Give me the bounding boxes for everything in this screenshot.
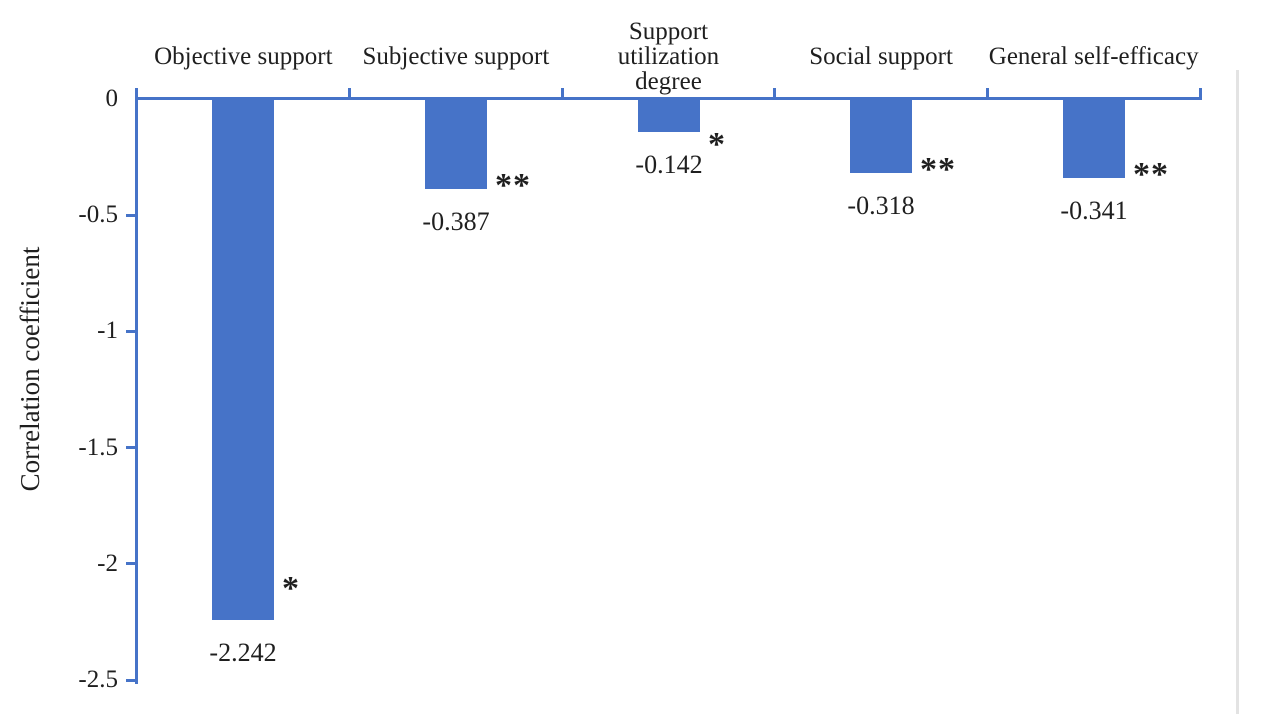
x-axis-tick [561, 88, 564, 100]
bar [1063, 99, 1125, 178]
y-axis-tick [126, 330, 137, 333]
category-label-line: Support [628, 17, 709, 45]
y-axis-tick-label: -1 [97, 317, 118, 344]
x-axis-zero-line [135, 97, 1202, 100]
category-label-line: Objective support [154, 42, 333, 70]
category-label-line: degree [635, 67, 702, 95]
x-axis-tick [773, 88, 776, 100]
category-label: General self-efficacy [987, 16, 1200, 96]
category-label-line: General self-efficacy [988, 42, 1199, 70]
y-axis-tick [126, 446, 137, 449]
x-axis-tick [986, 88, 989, 100]
significance-stars: ** [495, 167, 531, 204]
category-label-line: utilization [617, 42, 720, 70]
bar-value-label: -0.142 [635, 150, 703, 179]
chart-right-border [1236, 70, 1239, 714]
bar-value-label: -0.387 [422, 207, 490, 236]
y-axis-tick [126, 562, 137, 565]
category-label-line: Subjective support [362, 42, 550, 70]
category-label: Support utilization degree [562, 16, 775, 96]
category-label: Subjective support [350, 16, 563, 96]
category-label: Objective support [137, 16, 350, 96]
bar [638, 99, 700, 132]
x-axis-tick [1199, 88, 1202, 100]
y-axis-tick [126, 679, 137, 682]
y-axis-line [135, 88, 138, 684]
bar [212, 99, 274, 620]
y-axis-tick-label: -1.5 [78, 434, 118, 461]
significance-stars: ** [1133, 156, 1169, 193]
significance-stars: ** [920, 151, 956, 188]
category-label-line: Social support [809, 42, 953, 70]
y-axis-tick-label: -2 [97, 550, 118, 577]
bar [850, 99, 912, 173]
significance-stars: * [282, 570, 300, 607]
bar-value-label: -2.242 [209, 638, 277, 667]
x-axis-tick [348, 88, 351, 100]
y-axis-tick-label: 0 [105, 85, 119, 112]
significance-stars: * [708, 126, 726, 163]
category-label: Social support [775, 16, 988, 96]
bar-value-label: -0.318 [847, 191, 915, 220]
bar-value-label: -0.341 [1060, 196, 1128, 225]
y-axis-tick [126, 214, 137, 217]
y-axis-tick-label: -0.5 [78, 201, 118, 228]
bar [425, 99, 487, 189]
y-axis-tick-label: -2.5 [78, 666, 118, 693]
